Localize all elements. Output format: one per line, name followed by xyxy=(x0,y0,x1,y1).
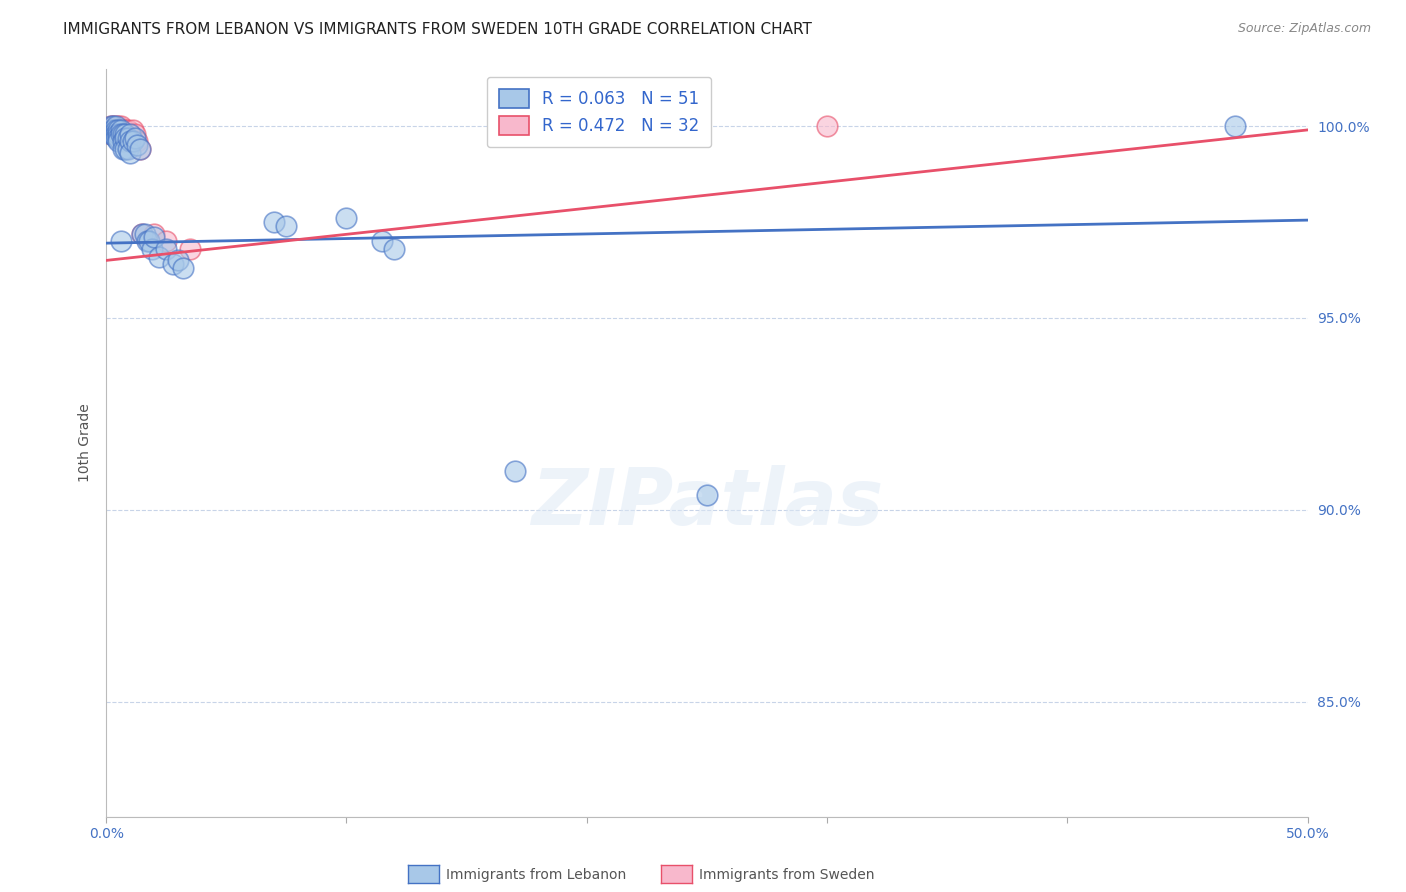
Point xyxy=(114,142,136,156)
Text: Source: ZipAtlas.com: Source: ZipAtlas.com xyxy=(1237,22,1371,36)
Point xyxy=(100,127,122,141)
Point xyxy=(103,123,125,137)
Point xyxy=(141,242,163,256)
Point xyxy=(696,487,718,501)
Point xyxy=(503,465,526,479)
Point xyxy=(110,130,132,145)
Point xyxy=(131,227,153,241)
Point xyxy=(263,215,285,229)
Point xyxy=(107,127,129,141)
Point xyxy=(172,261,194,276)
Point xyxy=(103,119,125,133)
Point xyxy=(107,130,129,145)
Point xyxy=(111,127,134,141)
Point xyxy=(384,242,406,256)
Point xyxy=(107,127,129,141)
Point xyxy=(155,242,177,256)
Point xyxy=(110,234,132,248)
Point xyxy=(111,142,134,156)
Point xyxy=(127,135,149,149)
Text: ZIPatlas: ZIPatlas xyxy=(530,465,883,541)
Point xyxy=(114,130,136,145)
Text: Immigrants from Sweden: Immigrants from Sweden xyxy=(699,868,875,882)
Point xyxy=(114,123,136,137)
Point xyxy=(104,123,127,137)
Point xyxy=(138,234,160,248)
Point xyxy=(114,127,136,141)
Point xyxy=(107,135,129,149)
Point xyxy=(107,123,129,137)
Point xyxy=(335,211,357,226)
Point xyxy=(110,123,132,137)
Point xyxy=(117,130,139,145)
Point xyxy=(120,145,142,160)
Point xyxy=(103,119,125,133)
Point xyxy=(128,142,150,156)
Point xyxy=(100,119,122,133)
Point xyxy=(100,127,122,141)
Point xyxy=(114,130,136,145)
Point xyxy=(110,127,132,141)
Point xyxy=(120,135,142,149)
Point xyxy=(143,227,166,241)
Point xyxy=(128,142,150,156)
Point xyxy=(117,142,139,156)
Point xyxy=(136,234,159,248)
Point xyxy=(124,127,146,141)
Point xyxy=(111,135,134,149)
Point xyxy=(131,227,153,241)
Point xyxy=(100,123,122,137)
Point xyxy=(371,234,394,248)
Point xyxy=(167,253,190,268)
Point xyxy=(111,127,134,141)
Point xyxy=(134,227,156,241)
Point xyxy=(103,123,125,137)
Point xyxy=(117,123,139,137)
Point xyxy=(815,119,838,133)
Point xyxy=(104,127,127,141)
Point xyxy=(107,123,129,137)
Point xyxy=(121,135,143,149)
Point xyxy=(103,127,125,141)
Point xyxy=(110,123,132,137)
Point xyxy=(120,127,142,141)
Point xyxy=(276,219,298,233)
Point xyxy=(104,123,127,137)
Point xyxy=(100,123,122,137)
Point xyxy=(143,230,166,244)
Point xyxy=(1225,119,1247,133)
Point xyxy=(148,250,170,264)
Point xyxy=(162,257,184,271)
Point xyxy=(104,130,127,145)
Point xyxy=(155,234,177,248)
Point xyxy=(179,242,201,256)
Point xyxy=(110,119,132,133)
Point xyxy=(107,119,129,133)
Legend: R = 0.063   N = 51, R = 0.472   N = 32: R = 0.063 N = 51, R = 0.472 N = 32 xyxy=(486,77,711,147)
Text: Immigrants from Lebanon: Immigrants from Lebanon xyxy=(446,868,626,882)
Point xyxy=(104,119,127,133)
Y-axis label: 10th Grade: 10th Grade xyxy=(79,403,93,482)
Point xyxy=(121,123,143,137)
Point xyxy=(120,127,142,141)
Point xyxy=(117,130,139,145)
Point xyxy=(111,135,134,149)
Point xyxy=(121,135,143,149)
Text: IMMIGRANTS FROM LEBANON VS IMMIGRANTS FROM SWEDEN 10TH GRADE CORRELATION CHART: IMMIGRANTS FROM LEBANON VS IMMIGRANTS FR… xyxy=(63,22,813,37)
Point xyxy=(104,119,127,133)
Point xyxy=(111,123,134,137)
Point xyxy=(124,130,146,145)
Point xyxy=(100,119,122,133)
Point xyxy=(127,138,149,153)
Point xyxy=(120,135,142,149)
